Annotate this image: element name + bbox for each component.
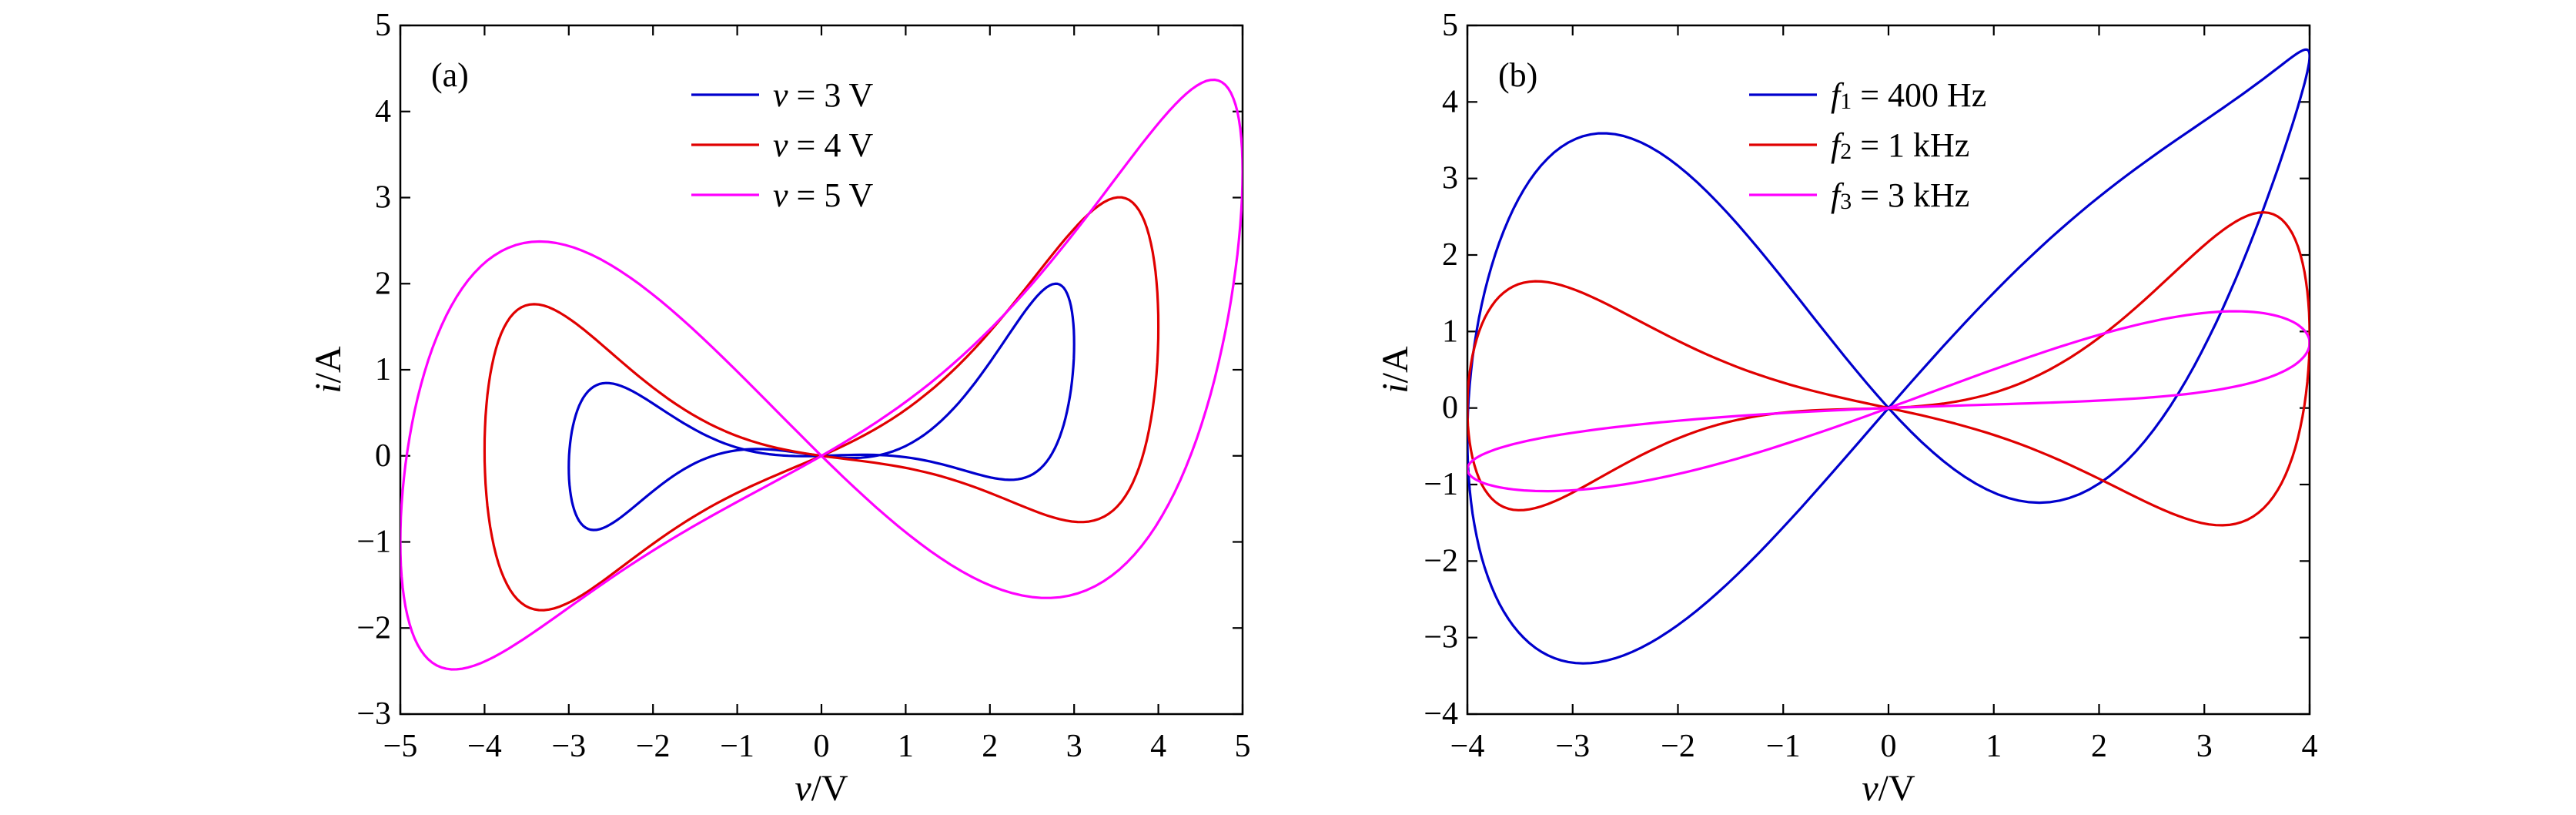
x-tick-label: −4 [1450, 729, 1485, 764]
x-tick-label: −4 [467, 729, 502, 764]
panel-letter: (b) [1498, 56, 1537, 94]
curve-f3-3-khz [1467, 310, 2310, 493]
x-tick-label: 0 [814, 729, 830, 764]
curve-v-5-v [400, 79, 1243, 671]
curve-f2-1-khz [1467, 211, 2310, 527]
y-tick-label: 4 [375, 94, 391, 129]
y-tick-label: 1 [375, 352, 391, 387]
y-tick-label: −2 [1423, 543, 1458, 579]
y-tick-label: 2 [375, 266, 391, 301]
y-tick-label: −1 [356, 525, 391, 560]
legend-label-v-3-v: v = 3 V [773, 76, 874, 114]
y-tick-label: 4 [1442, 84, 1458, 119]
x-tick-label: −1 [720, 729, 754, 764]
y-tick-label: 5 [1442, 8, 1458, 43]
y-tick-label: −4 [1423, 696, 1458, 732]
x-tick-label: −2 [636, 729, 671, 764]
x-tick-label: 1 [898, 729, 914, 764]
y-tick-label: 5 [375, 8, 391, 43]
x-tick-label: −1 [1766, 729, 1801, 764]
x-tick-label: −5 [383, 729, 418, 764]
y-tick-label: −3 [356, 696, 391, 732]
panel-letter: (a) [431, 56, 469, 94]
y-tick-label: 0 [1442, 391, 1458, 426]
y-tick-label: 3 [375, 180, 391, 216]
y-axis-label: i/A [308, 346, 349, 394]
x-tick-label: 4 [1150, 729, 1166, 764]
legend-label-v-4-v: v = 4 V [773, 126, 874, 164]
x-tick-label: 2 [982, 729, 998, 764]
x-tick-label: −2 [1661, 729, 1695, 764]
x-tick-label: 5 [1235, 729, 1251, 764]
x-axis-label: v/V [1862, 768, 1915, 809]
y-axis-label: i/A [1375, 346, 1416, 394]
x-tick-label: −3 [1555, 729, 1590, 764]
panel-b: −4 −3 −2 −1 0 1 2 3 4 −4 −3 −2 −1 0 1 2 3 4 5 v/V i/A (b) f1 =… [1375, 8, 2318, 809]
y-tick-label: −3 [1423, 620, 1458, 656]
x-tick-label: 1 [1986, 729, 2002, 764]
x-axis-label: v/V [795, 768, 848, 809]
legend: v = 3 V v = 4 V v = 5 V [691, 76, 874, 214]
y-tick-label: 1 [1442, 314, 1458, 349]
x-tick-label: −3 [551, 729, 586, 764]
y-tick-label: 2 [1442, 237, 1458, 273]
y-tick-label: 0 [375, 438, 391, 474]
x-tick-label: 0 [1881, 729, 1897, 764]
legend: f1 = 400 Hz f2 = 1 kHz f3 = 3 kHz [1749, 76, 1986, 214]
legend-label-f2-1-khz: f2 = 1 kHz [1831, 126, 1969, 164]
legend-label-v-5-v: v = 5 V [773, 176, 874, 214]
legend-label-f1-400-hz: f1 = 400 Hz [1831, 76, 1986, 114]
x-tick-label: 3 [1066, 729, 1082, 764]
curve-v-4-v [483, 196, 1160, 612]
x-tick-label: 4 [2302, 729, 2318, 764]
x-tick-label: 2 [2091, 729, 2107, 764]
panel-a: −5 −4 −3 −2 −1 0 1 2 3 4 5 −3 −2 −1 0 1 2 3 4 5 v/V i/A (a) v =… [308, 8, 1251, 809]
legend-label-f3-3-khz: f3 = 3 kHz [1831, 176, 1969, 214]
y-tick-label: −2 [356, 610, 391, 646]
y-tick-label: 3 [1442, 161, 1458, 196]
y-tick-label: −1 [1423, 467, 1458, 502]
x-tick-label: 3 [2196, 729, 2213, 764]
